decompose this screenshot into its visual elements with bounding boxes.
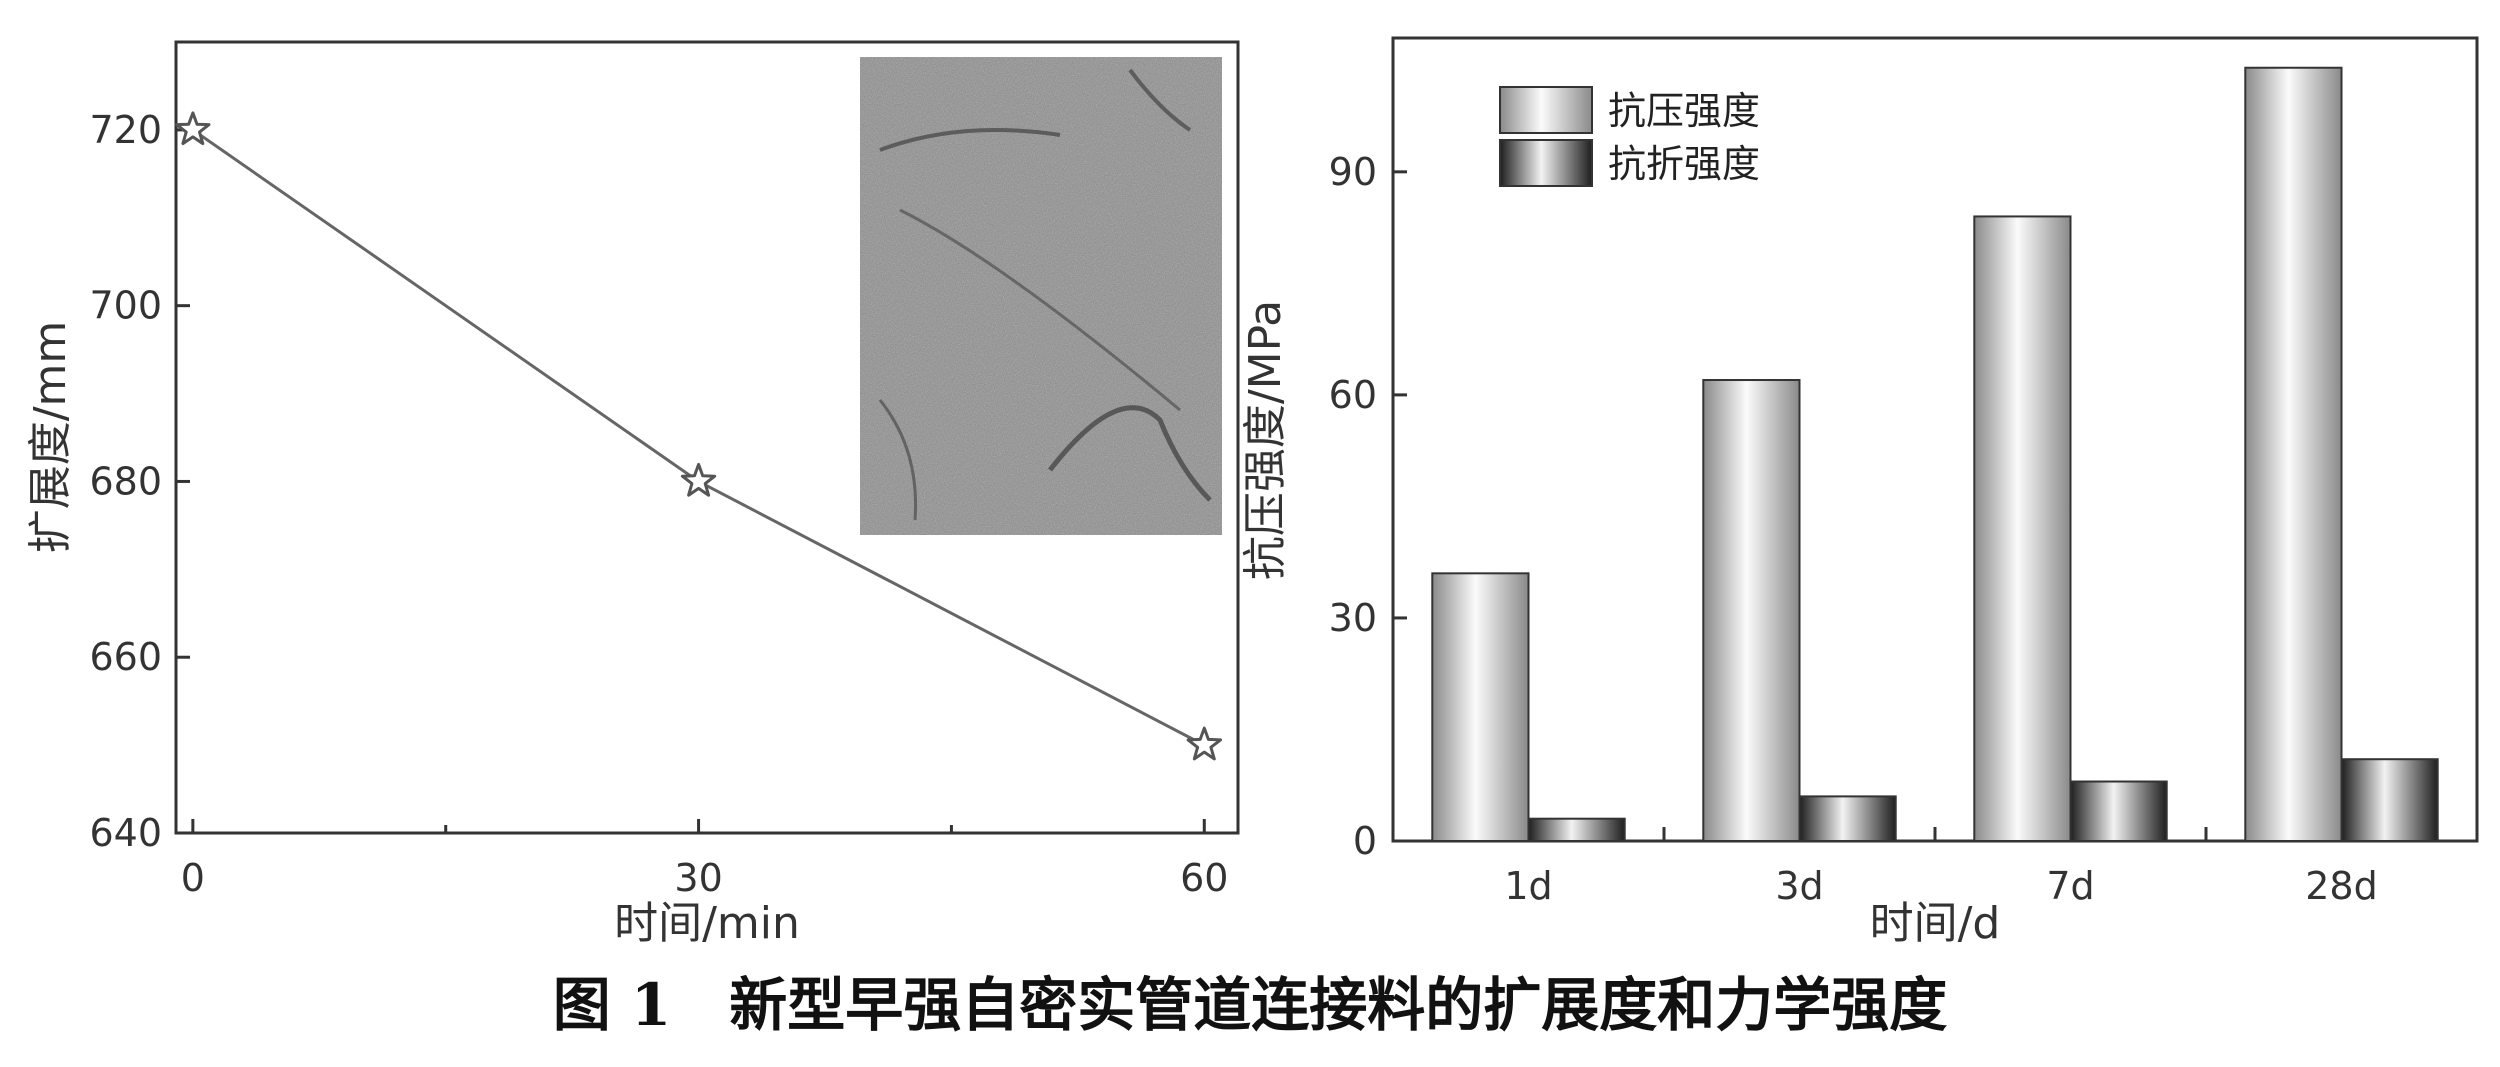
right-y-tick-label: 30: [1329, 596, 1377, 640]
bar-compressive: [2244, 66, 2343, 843]
right-y-tick-label: 60: [1329, 373, 1377, 417]
left-x-tick-label: 0: [181, 856, 205, 900]
right-x-tick-label: 7d: [2046, 864, 2094, 908]
legend: 抗压强度 抗折强度: [1499, 86, 1760, 187]
left-series: [175, 111, 1222, 761]
left-y-tick-label: 660: [89, 635, 162, 679]
left-plot-frame: [174, 40, 1240, 835]
left-y-tick-label: 640: [89, 811, 162, 855]
legend-swatch-flexural: [1499, 139, 1593, 187]
left-chart: 640 660 680 700 720 0 30 60 时间/min 扩展度/mm: [25, 40, 1240, 949]
bar-compressive: [1431, 572, 1530, 842]
figure-caption: 图 1 新型早强自密实管道连接料的扩展度和力学强度: [552, 971, 1948, 1039]
left-y-tick-label: 720: [89, 108, 162, 152]
right-y-axis-title: 抗压强度/MPa: [1240, 300, 1291, 580]
left-axis-ticks: 640 660 680 700 720 0 30 60: [89, 108, 1228, 900]
data-point-star: [175, 111, 211, 146]
bar-compressive: [1702, 379, 1801, 842]
bar-compressive: [1973, 215, 2072, 842]
right-x-tick-label: 28d: [2305, 864, 2377, 908]
bar-flexural: [1527, 817, 1626, 843]
data-point-star: [1186, 726, 1222, 761]
bar-flexural: [2069, 780, 2168, 842]
left-x-tick-label: 30: [674, 856, 722, 900]
left-y-axis-title: 扩展度/mm: [25, 321, 76, 554]
left-x-tick-label: 60: [1180, 856, 1228, 900]
right-axis-ticks: 0 30 60 90 1d 3d 7d 28d: [1329, 150, 2378, 908]
data-point-star: [680, 462, 717, 497]
right-x-tick-label: 3d: [1775, 864, 1823, 908]
bar-flexural: [1798, 795, 1897, 843]
right-y-tick-label: 0: [1353, 819, 1377, 863]
legend-label-flexural: 抗折强度: [1608, 142, 1760, 186]
right-chart: 0 30 60 90 1d 3d 7d 28d 抗压强度 抗折强度 时间/d 抗压强度/MPa: [1240, 36, 2479, 949]
figure-canvas: 640 660 680 700 720 0 30 60 时间/min 扩展度/mm 0 30 60…: [25, 36, 2479, 949]
right-series: [1431, 66, 2439, 843]
right-x-axis-title: 时间/d: [1870, 898, 2001, 949]
legend-label-compressive: 抗压强度: [1608, 89, 1760, 133]
bar-flexural: [2340, 758, 2439, 842]
legend-swatch-compressive: [1499, 86, 1593, 134]
left-y-tick-label: 680: [89, 459, 162, 503]
right-y-tick-label: 90: [1329, 150, 1377, 194]
left-x-axis-title: 时间/min: [614, 898, 800, 949]
right-x-tick-label: 1d: [1504, 864, 1552, 908]
inset-photo: [860, 57, 1222, 535]
left-y-tick-label: 700: [89, 284, 162, 328]
